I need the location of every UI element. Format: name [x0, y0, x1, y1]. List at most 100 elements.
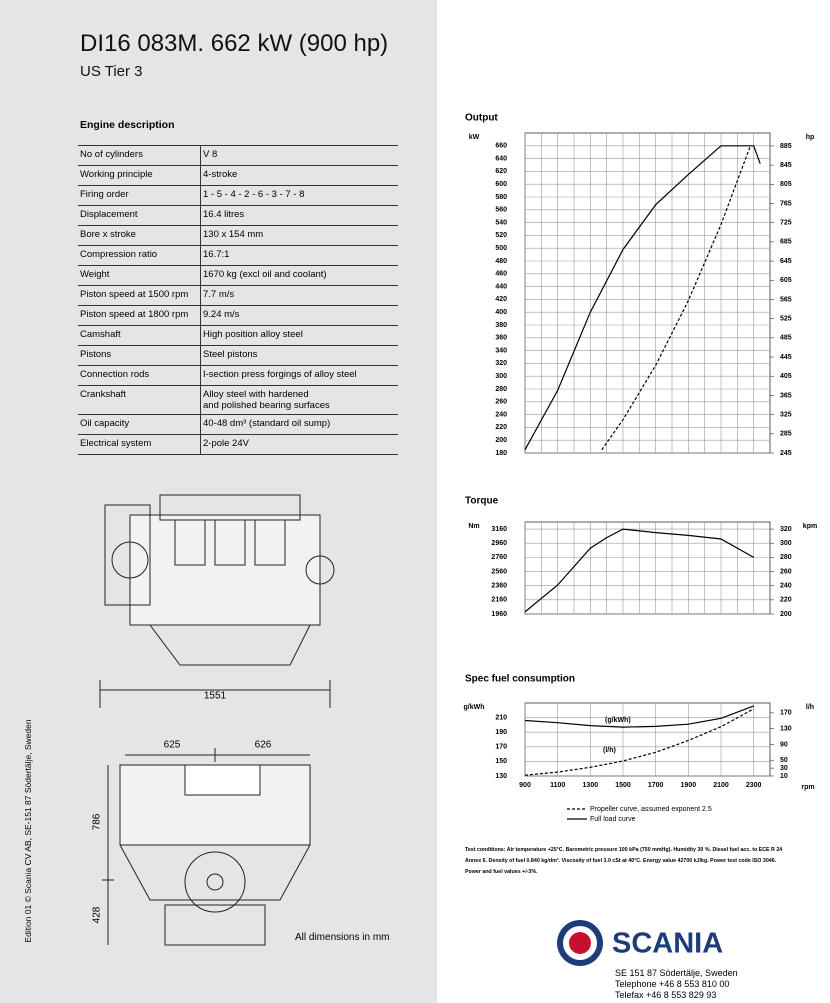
- table-cell: 4-stroke: [200, 165, 398, 186]
- y2-tick-label: 445: [780, 354, 792, 361]
- y2-tick-label: 485: [780, 335, 792, 342]
- logo-emblem: [557, 920, 603, 966]
- y2-tick-label: 30: [780, 765, 788, 772]
- y-tick-label: 260: [495, 399, 507, 406]
- y-tick-label: 2560: [491, 568, 507, 575]
- y2-tick-label: 170: [780, 710, 792, 717]
- y2-tick-label: 845: [780, 162, 792, 169]
- x-axis-label: rpm: [801, 784, 814, 791]
- spec-table: No of cylinders V 8 Working principle 4-str…: [78, 145, 398, 455]
- brand: SCANIA: [612, 928, 723, 960]
- dimension-label: 1551: [204, 691, 227, 702]
- legend-label: Propeller curve, assumed exponent 2.5: [590, 806, 712, 813]
- address-line: Telephone +46 8 553 810 00: [615, 979, 730, 989]
- data-line: [601, 145, 751, 451]
- y-tick-label: 200: [495, 437, 507, 444]
- y-tick-label: 2760: [491, 554, 507, 561]
- table-row: Piston speed at 1500 rpm 7.7 m/s: [78, 285, 398, 306]
- y-tick-label: 380: [495, 322, 507, 329]
- y2-tick-label: 220: [780, 597, 792, 604]
- y2-tick-label: 50: [780, 757, 788, 764]
- plot-frame: [524, 132, 771, 454]
- y-tick-label: 1960: [491, 611, 507, 618]
- y2-tick-label: 645: [780, 258, 792, 265]
- y2-tick-label: 280: [780, 554, 792, 561]
- table-cell: I-section press forgings of alloy steel: [200, 365, 398, 386]
- table-row: Compression ratio 16.7:1: [78, 245, 398, 266]
- table-cell: Piston speed at 1500 rpm: [78, 285, 201, 306]
- table-cell: Firing order: [78, 185, 201, 206]
- y-tick-label: 420: [495, 296, 507, 303]
- x-tick-label: 1700: [648, 782, 664, 789]
- y2-tick-label: 90: [780, 741, 788, 748]
- y-axis-label: kW: [469, 134, 480, 141]
- y-tick-label: 440: [495, 283, 507, 290]
- plot-frame: [524, 521, 771, 615]
- y2-tick-label: 320: [780, 526, 792, 533]
- y-tick-label: 620: [495, 168, 507, 175]
- y-tick-label: 320: [495, 360, 507, 367]
- y-tick-label: 360: [495, 335, 507, 342]
- table-row: Working principle 4-stroke: [78, 165, 398, 186]
- table-cell: Weight: [78, 265, 201, 286]
- table-cell: 40-48 dm³ (standard oil sump): [200, 414, 398, 435]
- table-cell: High position alloy steel: [200, 325, 398, 346]
- data-line: [524, 528, 754, 613]
- table-row: Weight 1670 kg (excl oil and coolant): [78, 265, 398, 286]
- y-tick-label: 2960: [491, 540, 507, 547]
- y2-axis-label: hp: [806, 134, 815, 141]
- table-cell: 1 - 5 - 4 - 2 - 6 - 3 - 7 - 8: [200, 185, 398, 206]
- y2-tick-label: 405: [780, 373, 792, 380]
- table-cell: 16.7:1: [200, 245, 398, 266]
- chart-title: Spec fuel consumption: [465, 674, 575, 685]
- table-cell: 130 x 154 mm: [200, 225, 398, 246]
- y-tick-label: 210: [495, 714, 507, 721]
- table-row: Firing order 1 - 5 - 4 - 2 - 6 - 3 - 7 - …: [78, 185, 398, 206]
- y2-tick-label: 285: [780, 431, 792, 438]
- table-cell: No of cylinders: [78, 145, 201, 166]
- engine-front-view: [102, 748, 311, 946]
- address-line: Telefax +46 8 553 829 93: [615, 990, 717, 1000]
- table-cell: 16.4 litres: [200, 205, 398, 226]
- x-tick-label: 2100: [713, 782, 729, 789]
- x-tick-label: 1900: [681, 782, 697, 789]
- x-tick-label: 900: [519, 782, 531, 789]
- table-row: Pistons Steel pistons: [78, 345, 398, 366]
- x-tick-label: 1500: [615, 782, 631, 789]
- y-tick-label: 280: [495, 386, 507, 393]
- y-tick-label: 640: [495, 155, 507, 162]
- table-row: Electrical system 2-pole 24V: [78, 434, 398, 455]
- y2-tick-label: 10: [780, 773, 788, 780]
- y2-tick-label: 725: [780, 220, 792, 227]
- y-tick-label: 150: [495, 758, 507, 765]
- dimension-note: All dimensions in mm: [295, 932, 390, 943]
- y-tick-label: 3160: [491, 526, 507, 533]
- x-tick-label: 1100: [550, 782, 565, 789]
- table-cell: 1670 kg (excl oil and coolant): [200, 265, 398, 286]
- y-tick-label: 170: [495, 744, 507, 751]
- table-cell: Connection rods: [78, 365, 201, 386]
- table-cell: Pistons: [78, 345, 201, 366]
- table-cell: V 8: [200, 145, 398, 166]
- table-cell: 2-pole 24V: [200, 434, 398, 455]
- y-tick-label: 400: [495, 309, 507, 316]
- y-tick-label: 2360: [491, 583, 507, 590]
- table-row: Oil capacity 40-48 dm³ (standard oil sump…: [78, 414, 398, 435]
- y2-tick-label: 605: [780, 277, 792, 284]
- chart-title: Output: [465, 113, 498, 124]
- table-cell: Crankshaft: [78, 385, 201, 415]
- y-tick-label: 560: [495, 207, 507, 214]
- dimension-label: 428: [92, 906, 103, 923]
- y-axis-label: g/kWh: [464, 704, 485, 711]
- y2-tick-label: 300: [780, 540, 792, 547]
- table-cell: Piston speed at 1800 rpm: [78, 305, 201, 326]
- table-row: Bore x stroke 130 x 154 mm: [78, 225, 398, 246]
- table-cell: Oil capacity: [78, 414, 201, 435]
- annotation: (g/kWh): [605, 717, 631, 724]
- table-cell: Camshaft: [78, 325, 201, 346]
- table-row: Crankshaft Alloy steel with hardened and p…: [78, 385, 398, 415]
- engine-side-view: [99, 494, 335, 708]
- y2-tick-label: 325: [780, 411, 792, 418]
- cell-line: Alloy steel with hardened: [203, 389, 309, 400]
